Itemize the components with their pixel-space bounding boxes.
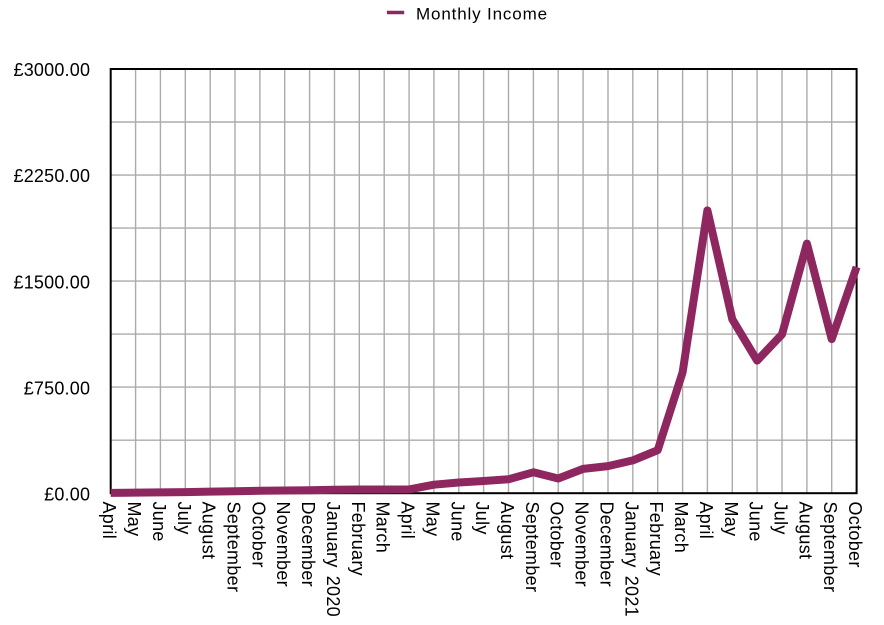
- svg-text:November: November: [273, 502, 293, 587]
- svg-text:September: September: [522, 502, 542, 593]
- svg-text:May: May: [124, 502, 144, 537]
- svg-text:November: November: [572, 502, 592, 587]
- svg-text:July: July: [174, 502, 194, 535]
- svg-text:June: June: [746, 502, 766, 542]
- svg-text:£3000.00: £3000.00: [14, 60, 91, 80]
- svg-text:October: October: [845, 502, 865, 568]
- svg-text:£0.00: £0.00: [44, 484, 90, 504]
- svg-text:October: October: [248, 502, 268, 568]
- svg-text:March: March: [671, 502, 691, 554]
- svg-text:January 2020: January 2020: [323, 502, 343, 617]
- svg-text:February: February: [348, 502, 368, 576]
- svg-text:August: August: [795, 502, 815, 560]
- svg-text:May: May: [422, 502, 442, 537]
- svg-text:April: April: [99, 502, 119, 540]
- svg-text:Monthly Income: Monthly Income: [416, 5, 548, 24]
- svg-text:June: June: [447, 502, 467, 542]
- svg-text:January 2021: January 2021: [621, 502, 641, 617]
- svg-text:September: September: [224, 502, 244, 593]
- svg-text:December: December: [597, 502, 617, 587]
- svg-text:March: March: [373, 502, 393, 554]
- svg-text:August: August: [199, 502, 219, 560]
- svg-text:April: April: [398, 502, 418, 540]
- svg-text:April: April: [696, 502, 716, 540]
- svg-text:July: July: [771, 502, 791, 535]
- svg-text:£1500.00: £1500.00: [14, 272, 91, 292]
- svg-text:June: June: [149, 502, 169, 542]
- svg-text:August: August: [497, 502, 517, 560]
- svg-text:October: October: [547, 502, 567, 568]
- svg-text:December: December: [298, 502, 318, 587]
- svg-text:September: September: [820, 502, 840, 593]
- svg-text:July: July: [472, 502, 492, 535]
- svg-text:£2250.00: £2250.00: [14, 166, 91, 186]
- svg-text:May: May: [721, 502, 741, 537]
- svg-text:£750.00: £750.00: [24, 378, 90, 398]
- svg-text:February: February: [646, 502, 666, 576]
